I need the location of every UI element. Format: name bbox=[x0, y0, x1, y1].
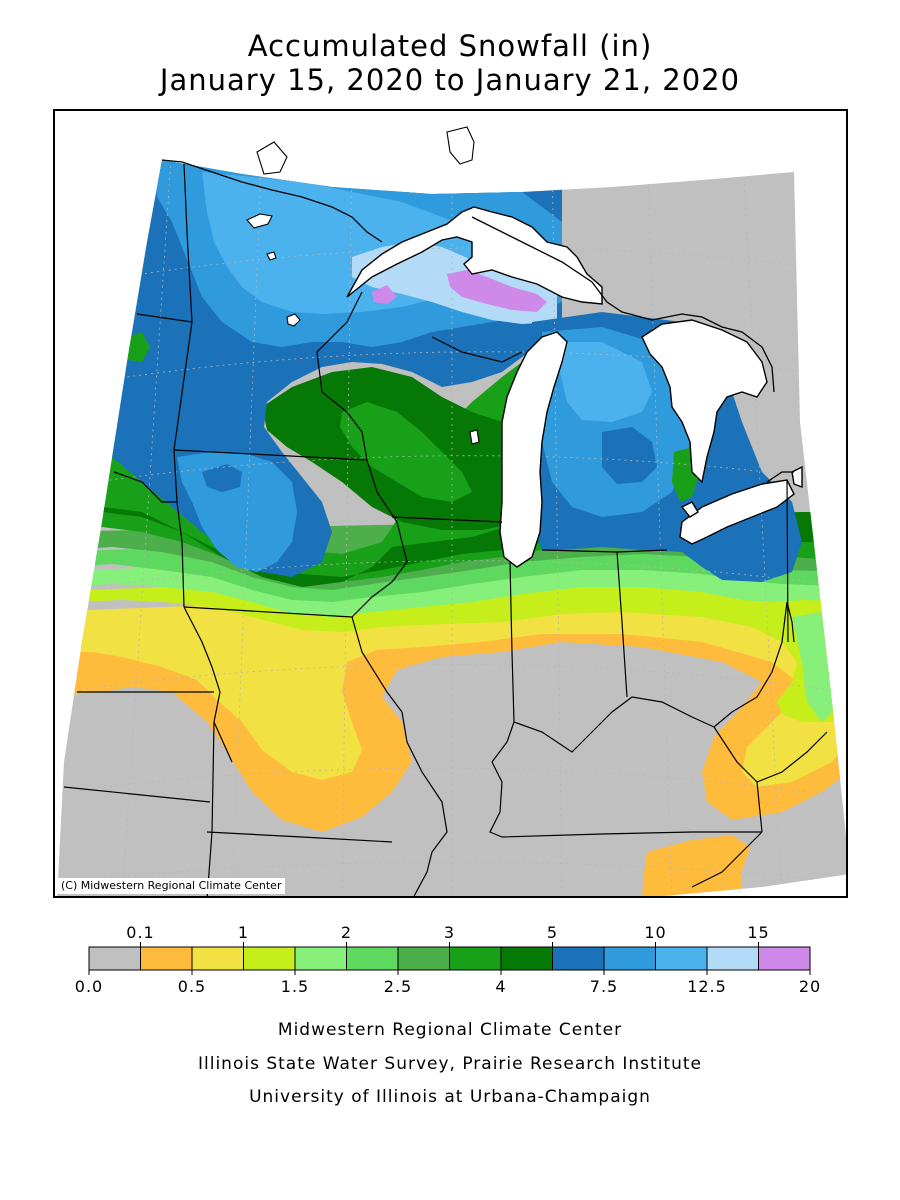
legend-upper-label: 10 bbox=[644, 923, 666, 942]
legend-upper-label: 3 bbox=[444, 923, 455, 942]
contour-10-12.5-michigan bbox=[560, 342, 652, 422]
contour-0.1-0.5-east-ky bbox=[642, 835, 750, 896]
legend-bin-12.5-15 bbox=[706, 946, 759, 971]
lake-michigan bbox=[499, 331, 568, 568]
color-legend: 0.1 1 2 3 5 10 15 0.0 0.5 1.5 2.5 4 7.5 12.5 20 bbox=[75, 923, 821, 996]
legend-color-bins bbox=[88, 946, 811, 971]
legend-lower-label: 4 bbox=[495, 977, 506, 996]
legend-upper-label: 0.1 bbox=[126, 923, 154, 942]
legend-bin-0.1-0.5 bbox=[140, 946, 193, 971]
legend-upper-label: 5 bbox=[547, 923, 558, 942]
legend-bin-2-2.5 bbox=[346, 946, 399, 971]
lake-erie bbox=[679, 479, 795, 545]
legend-bin-10-12.5 bbox=[655, 946, 708, 971]
coastline-canada bbox=[161, 159, 794, 483]
legend-lower-label: 7.5 bbox=[590, 977, 618, 996]
great-lakes bbox=[346, 206, 803, 568]
island-royale bbox=[446, 126, 475, 165]
legend-upper-label: 1 bbox=[238, 923, 249, 942]
island-upper-red-lake bbox=[246, 213, 273, 229]
legend-bin-5-7.5 bbox=[552, 946, 605, 971]
legend-lower-label: 1.5 bbox=[281, 977, 309, 996]
legend-bin-15-20 bbox=[758, 946, 811, 971]
credit-survey: Illinois State Water Survey, Prairie Res… bbox=[198, 1054, 702, 1074]
legend-lower-label: 2.5 bbox=[384, 977, 412, 996]
islands bbox=[246, 126, 480, 445]
legend-upper-label: 15 bbox=[747, 923, 769, 942]
contour-1-1.5 bbox=[57, 562, 846, 722]
lake-ontario bbox=[791, 465, 803, 489]
map-date-range: January 15, 2020 to January 21, 2020 bbox=[159, 63, 741, 97]
snowfall-map bbox=[57, 126, 846, 896]
contour-0.5-1 bbox=[57, 582, 846, 787]
copyright-notice: (C) Midwestern Regional Climate Center bbox=[57, 877, 286, 894]
lake-huron bbox=[641, 319, 768, 484]
legend-bin-1-1.5 bbox=[243, 946, 296, 971]
legend-bin-7.5-10 bbox=[603, 946, 656, 971]
credit-organization: Midwestern Regional Climate Center bbox=[277, 1020, 623, 1040]
state-borders bbox=[63, 163, 828, 896]
island-mille-lacs bbox=[286, 313, 301, 327]
legend-lower-label: 0.0 bbox=[75, 977, 103, 996]
legend-bin-0.0-0.1 bbox=[88, 946, 141, 971]
legend-upper-label: 2 bbox=[341, 923, 352, 942]
legend-lower-label: 0.5 bbox=[178, 977, 206, 996]
legend-bin-4-5 bbox=[500, 946, 553, 971]
contour-5-7.5-michigan-inner bbox=[602, 427, 657, 484]
credit-university: University of Illinois at Urbana-Champai… bbox=[249, 1087, 651, 1107]
island-lake-of-woods bbox=[256, 141, 288, 175]
map-title: Accumulated Snowfall (in) bbox=[247, 29, 653, 63]
legend-bin-2.5-3 bbox=[397, 946, 450, 971]
contour-5-7.5-nd-inner bbox=[202, 464, 242, 492]
island-lake-small bbox=[266, 251, 277, 261]
legend-lower-label: 12.5 bbox=[687, 977, 727, 996]
legend-lower-labels: 0.0 0.5 1.5 2.5 4 7.5 12.5 20 bbox=[75, 970, 821, 996]
island-winnebago bbox=[469, 429, 480, 445]
lake-st-clair bbox=[680, 501, 699, 518]
legend-bin-3-4 bbox=[449, 946, 502, 971]
legend-upper-labels: 0.1 1 2 3 5 10 15 bbox=[126, 923, 769, 947]
legend-bin-0.5-1 bbox=[191, 946, 244, 971]
contour-15-20 bbox=[447, 270, 547, 312]
legend-bin-1.5-2 bbox=[294, 946, 347, 971]
legend-lower-label: 20 bbox=[799, 977, 821, 996]
map-frame: (C) Midwestern Regional Climate Center bbox=[53, 109, 848, 898]
contour-3-4-nw-blob bbox=[127, 332, 150, 362]
contour-15-20-west bbox=[372, 285, 397, 304]
contour-3-4-upper bbox=[340, 402, 472, 502]
